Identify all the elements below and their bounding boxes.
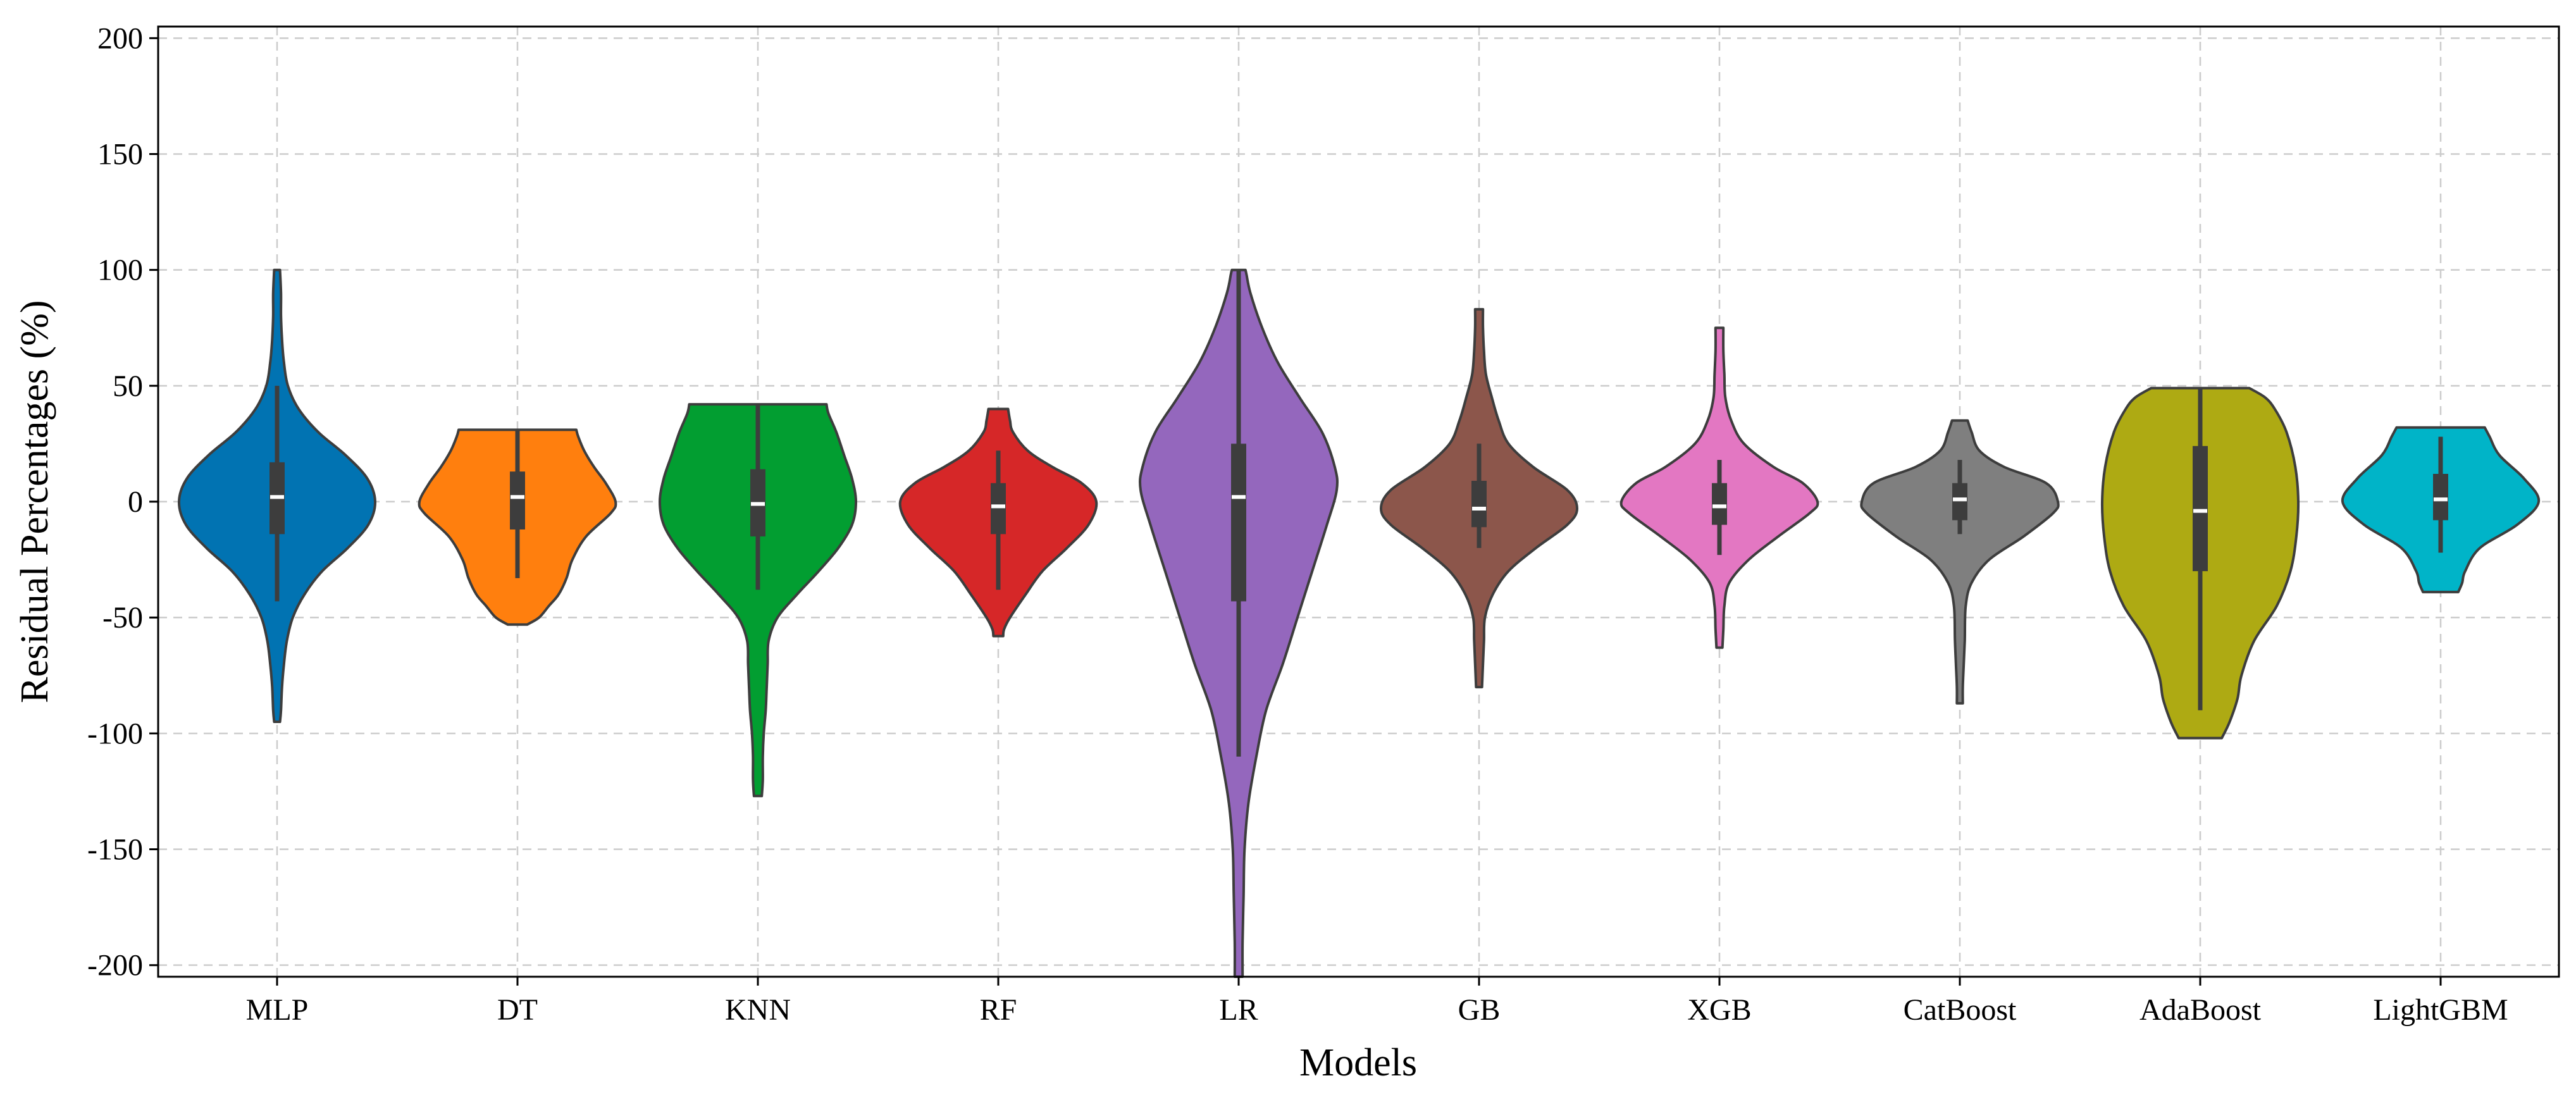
violins [177, 268, 2541, 978]
violin-lightgbm [2341, 426, 2541, 593]
y-axis-ticks: 200 150 100 50 0 -50 -100 -150 -200 [87, 22, 158, 982]
x-axis-ticks: MLP DT KNN RF LR GB XGB CatBoost AdaBoost LightGB… [246, 977, 2508, 1027]
violin-iqr-box [1471, 481, 1487, 528]
y-tick-label: 0 [128, 485, 143, 519]
x-tick-label: KNN [725, 993, 791, 1027]
violin-dt [418, 428, 617, 626]
x-tick-label: DT [497, 993, 538, 1027]
x-tick-label: LR [1219, 993, 1258, 1027]
x-tick-label: XGB [1687, 993, 1751, 1027]
violin-adaboost [2100, 387, 2300, 740]
x-tick-label: AdaBoost [2139, 993, 2262, 1027]
violin-rf [898, 407, 1098, 638]
x-tick-label: CatBoost [1904, 993, 2017, 1027]
y-tick-label: -150 [87, 833, 143, 867]
y-tick-label: -50 [102, 601, 143, 635]
y-tick-label: -100 [87, 717, 143, 750]
x-tick-label: LightGBM [2373, 993, 2508, 1027]
violin-iqr-box [1231, 443, 1246, 602]
y-tick-label: -200 [87, 949, 143, 982]
y-tick-label: 50 [113, 369, 143, 403]
x-tick-label: MLP [246, 993, 309, 1027]
violin-iqr-box [2193, 446, 2208, 571]
violin-iqr-box [991, 483, 1006, 535]
y-tick-label: 150 [97, 137, 143, 171]
y-tick-label: 200 [97, 22, 143, 55]
x-tick-label: GB [1458, 993, 1501, 1027]
violin-xgb [1619, 326, 1819, 649]
violin-body [1860, 419, 2060, 705]
violin-knn [659, 403, 857, 798]
y-tick-label: 100 [97, 254, 143, 287]
y-axis-title: Residual Percentages (%) [13, 300, 56, 703]
violin-body [659, 403, 857, 798]
violin-gb [1380, 307, 1578, 689]
violin-catboost [1860, 419, 2060, 705]
violin-iqr-box [2433, 474, 2448, 521]
violin-iqr-box [510, 471, 525, 529]
violin-mlp [177, 268, 377, 723]
x-tick-label: RF [980, 993, 1017, 1027]
violin-iqr-box [1712, 483, 1727, 525]
violin-iqr-box [1952, 483, 1967, 521]
x-axis-title: Models [1299, 1041, 1417, 1084]
